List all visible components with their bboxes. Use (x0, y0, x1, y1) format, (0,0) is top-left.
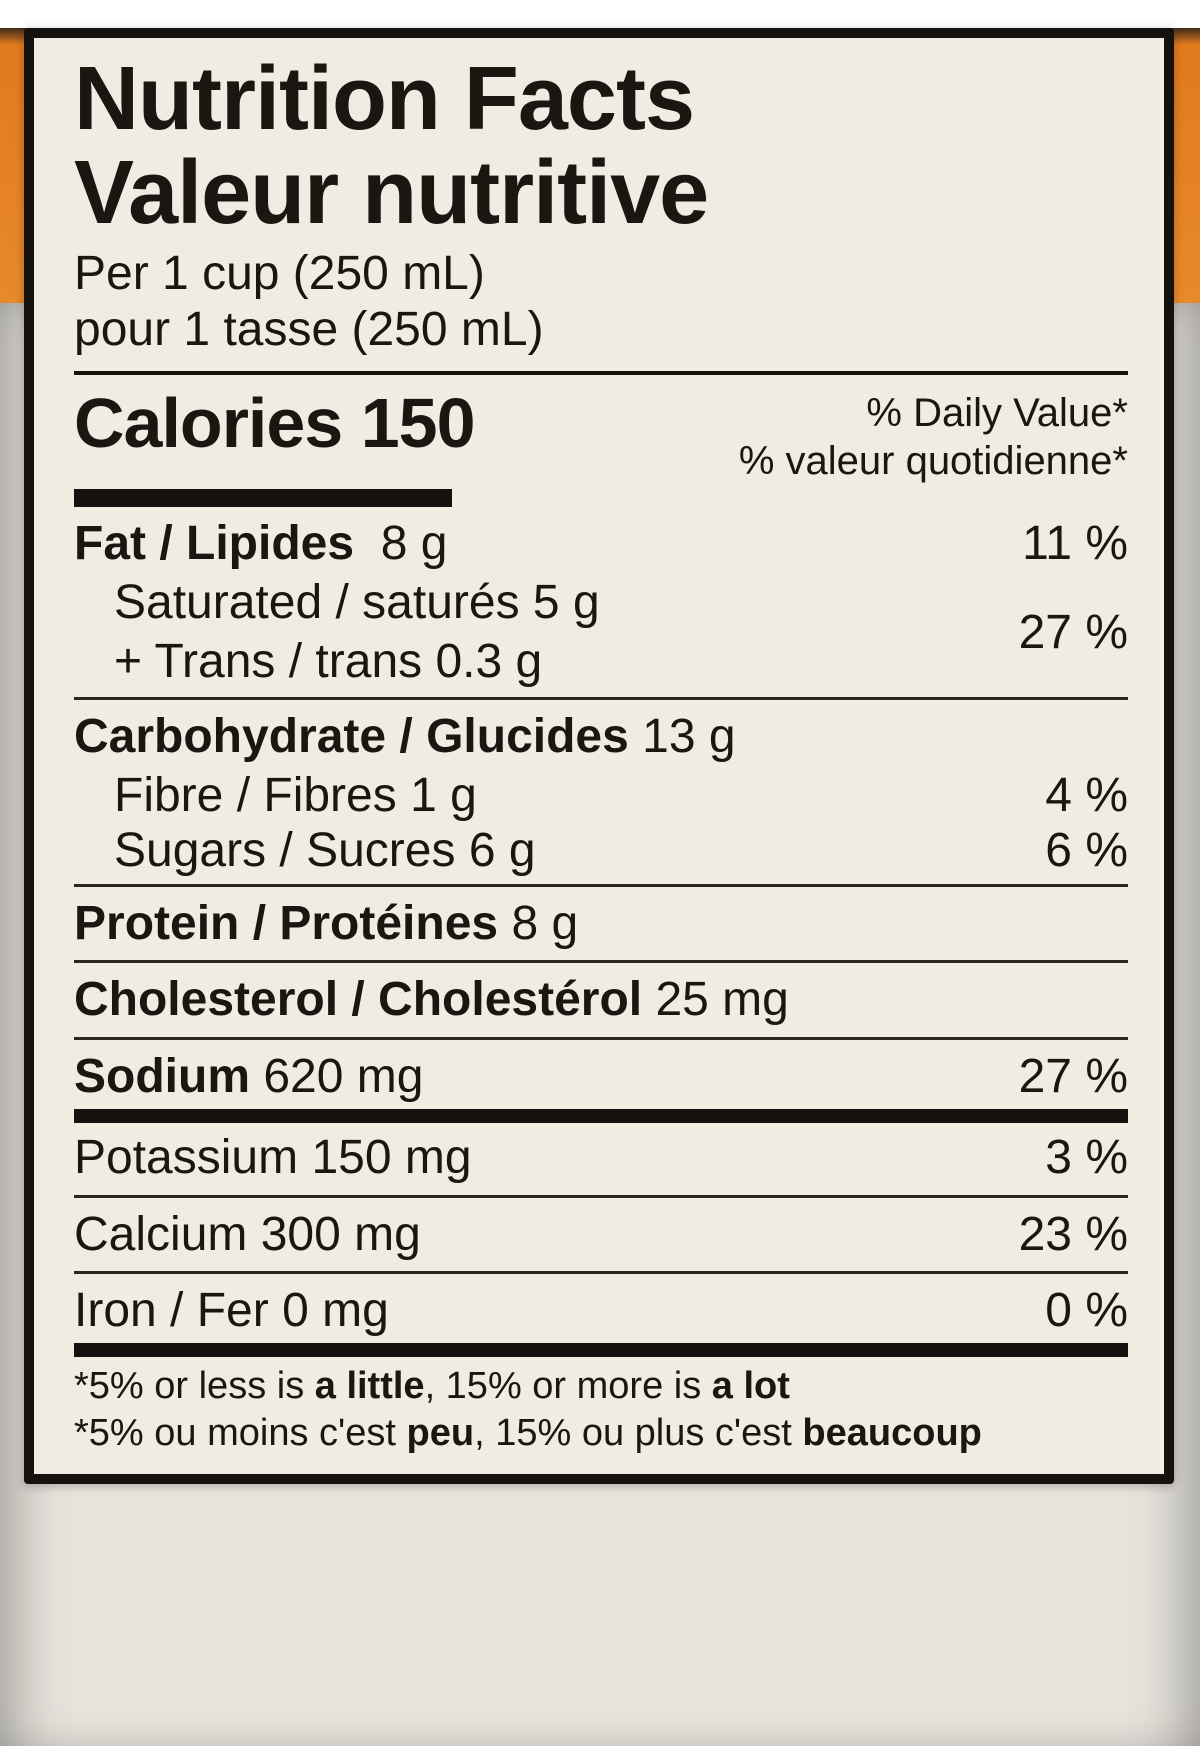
serving-en: Per 1 cup (250 mL) (74, 247, 485, 300)
fat-dv: 11 % (1022, 513, 1128, 574)
dv-en: % Daily Value* (866, 391, 1128, 435)
sodium-label: Sodium (74, 1050, 250, 1103)
row-cholesterol: Cholesterol / Cholestérol 25 mg (74, 969, 1128, 1030)
row-carb: Carbohydrate / Glucides 13 g (74, 706, 1128, 767)
calories-value: 150 (361, 384, 475, 462)
foot-fr-b: beaucoup (802, 1412, 981, 1454)
calories-label: Calories (74, 384, 342, 462)
calcium-dv: 23 % (1019, 1204, 1128, 1265)
sodium-dv: 27 % (1019, 1046, 1128, 1107)
potassium-dv: 3 % (1045, 1127, 1128, 1188)
separator (74, 1195, 1128, 1198)
protein-amount: 8 g (511, 897, 578, 950)
row-calcium: Calcium 300 mg 23 % (74, 1204, 1128, 1265)
foot-en-a: a little (315, 1365, 425, 1407)
serving-fr: pour 1 tasse (250 mL) (74, 303, 544, 356)
calcium-label: Calcium (74, 1208, 247, 1261)
separator (74, 697, 1128, 700)
fat-amount: 8 g (381, 517, 448, 570)
iron-label: Iron / Fer (74, 1284, 269, 1337)
row-sugars: Sugars / Sucres 6 g 6 % (74, 823, 1128, 878)
sugars-dv: 6 % (1045, 823, 1128, 878)
foot-fr-pre: *5% ou moins c'est (74, 1412, 407, 1454)
fibre-amount: 1 g (410, 769, 477, 822)
sugars-amount: 6 g (469, 824, 536, 877)
thick-rule (74, 1343, 1128, 1357)
thick-rule (74, 1109, 1128, 1123)
title-en: Nutrition Facts (74, 54, 1128, 146)
carb-label: Carbohydrate / Glucides (74, 710, 629, 763)
potassium-label: Potassium (74, 1131, 298, 1184)
foot-fr-a: peu (407, 1412, 475, 1454)
trans-label: + Trans / trans (114, 635, 422, 688)
separator (74, 960, 1128, 963)
dv-fr: % valeur quotidienne* (739, 439, 1128, 483)
separator (74, 1271, 1128, 1274)
row-sat-trans: Saturated / saturés 5 g + Trans / trans … (74, 574, 1128, 691)
separator (74, 371, 1128, 375)
row-sodium: Sodium 620 mg 27 % (74, 1046, 1128, 1107)
chol-amount: 25 mg (655, 973, 788, 1026)
foot-fr-mid: , 15% ou plus c'est (474, 1412, 802, 1454)
footnote: *5% or less is a little, 15% or more is … (74, 1363, 1128, 1456)
protein-label: Protein / Protéines (74, 897, 498, 950)
separator (74, 1037, 1128, 1040)
title-fr: Valeur nutritive (74, 148, 1128, 240)
separator (74, 884, 1128, 887)
sat-label: Saturated / saturés (114, 576, 520, 629)
fibre-label: Fibre / Fibres (114, 769, 397, 822)
iron-amount: 0 mg (282, 1284, 389, 1337)
row-protein: Protein / Protéines 8 g (74, 893, 1128, 954)
serving-size: Per 1 cup (250 mL) pour 1 tasse (250 mL) (74, 246, 1128, 359)
row-iron: Iron / Fer 0 mg 0 % (74, 1280, 1128, 1341)
foot-en-pre: *5% or less is (74, 1365, 315, 1407)
calcium-amount: 300 mg (261, 1208, 421, 1261)
sodium-amount: 620 mg (263, 1050, 423, 1103)
dv-header: % Daily Value* % valeur quotidienne* (739, 389, 1128, 485)
chol-label: Cholesterol / Cholestérol (74, 973, 642, 1026)
row-fat: Fat / Lipides 8 g 11 % (74, 513, 1128, 574)
iron-dv: 0 % (1045, 1280, 1128, 1341)
thick-rule (74, 489, 452, 507)
sugars-label: Sugars / Sucres (114, 824, 455, 877)
row-potassium: Potassium 150 mg 3 % (74, 1127, 1128, 1188)
foot-en-mid: , 15% or more is (425, 1365, 712, 1407)
calories-row: Calories 150 % Daily Value* % valeur quo… (74, 383, 1128, 485)
fibre-dv: 4 % (1045, 768, 1128, 823)
trans-amount: 0.3 g (435, 635, 542, 688)
sat-trans-dv: 27 % (1019, 605, 1128, 660)
potassium-amount: 150 mg (311, 1131, 471, 1184)
sat-amount: 5 g (533, 576, 600, 629)
nutrition-facts-panel: Nutrition Facts Valeur nutritive Per 1 c… (24, 28, 1174, 1484)
carb-amount: 13 g (642, 710, 735, 763)
fat-label: Fat / Lipides (74, 517, 354, 570)
foot-en-b: a lot (712, 1365, 790, 1407)
calories: Calories 150 (74, 383, 475, 463)
row-fibre: Fibre / Fibres 1 g 4 % (74, 768, 1128, 823)
